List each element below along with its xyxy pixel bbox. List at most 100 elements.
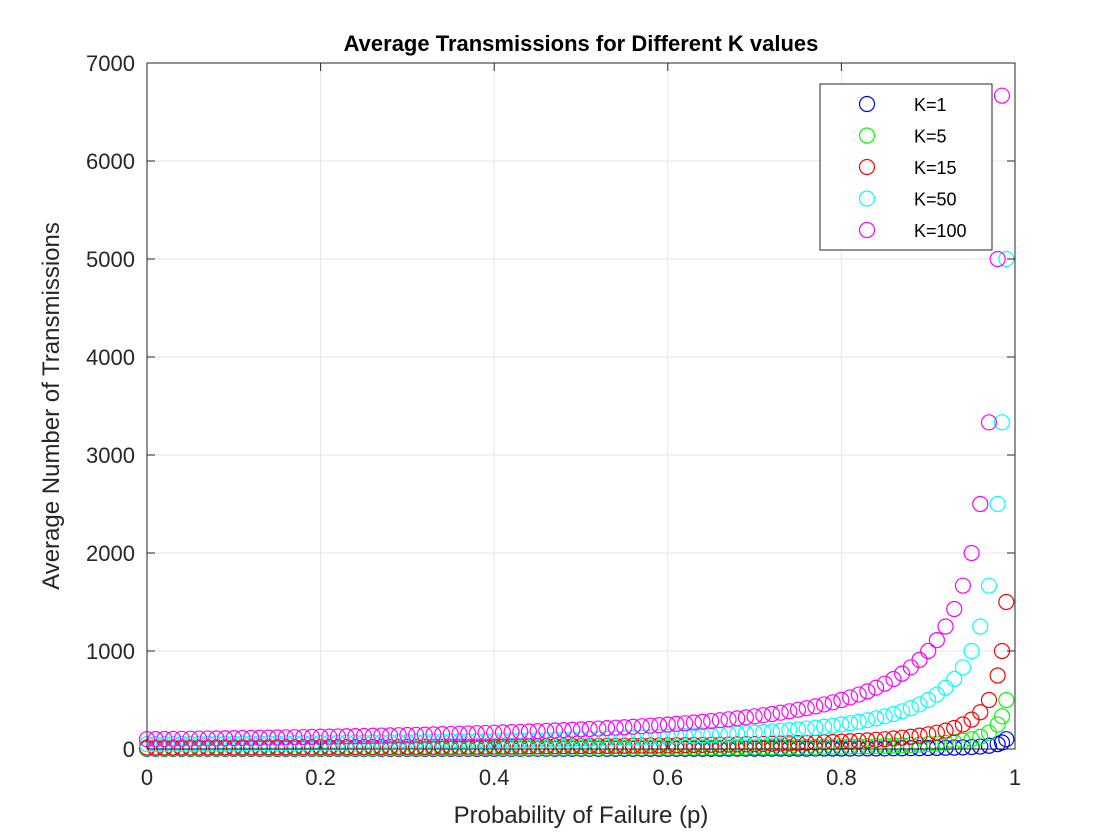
y-tick-label: 7000 bbox=[86, 51, 135, 76]
data-point bbox=[416, 738, 433, 755]
data-point bbox=[546, 722, 564, 739]
data-point bbox=[980, 414, 998, 431]
data-point bbox=[624, 718, 642, 735]
data-point bbox=[234, 739, 251, 756]
data-point bbox=[234, 729, 251, 747]
data-point bbox=[486, 724, 503, 741]
data-point bbox=[946, 719, 963, 737]
data-point bbox=[902, 740, 919, 757]
data-point bbox=[694, 727, 711, 744]
data-point bbox=[555, 722, 572, 739]
data-point bbox=[789, 735, 807, 752]
data-point bbox=[980, 577, 998, 594]
data-point bbox=[703, 712, 720, 730]
data-point bbox=[668, 728, 685, 745]
data-point bbox=[590, 720, 607, 737]
data-point bbox=[746, 708, 763, 725]
data-point bbox=[321, 734, 338, 751]
data-point bbox=[442, 725, 459, 743]
x-tick-label: 0.4 bbox=[479, 765, 510, 790]
data-point bbox=[164, 739, 182, 756]
data-point bbox=[954, 716, 972, 733]
data-point bbox=[824, 738, 841, 755]
data-point bbox=[269, 735, 286, 752]
data-point bbox=[303, 728, 321, 746]
data-point bbox=[546, 731, 564, 748]
data-point bbox=[442, 738, 459, 755]
data-point bbox=[763, 735, 781, 752]
data-point bbox=[946, 670, 963, 688]
data-point bbox=[590, 730, 607, 747]
data-point bbox=[980, 737, 998, 754]
data-point bbox=[616, 730, 633, 747]
data-point bbox=[295, 728, 312, 746]
data-point bbox=[859, 732, 876, 749]
data-point bbox=[355, 738, 373, 756]
data-point bbox=[329, 739, 347, 756]
data-point bbox=[911, 651, 928, 669]
data-point bbox=[954, 739, 972, 756]
data-point bbox=[694, 736, 711, 754]
data-point bbox=[668, 737, 685, 754]
data-point bbox=[208, 730, 225, 747]
x-tick-label: 0.6 bbox=[653, 765, 684, 790]
data-point bbox=[208, 739, 225, 756]
data-point bbox=[824, 717, 841, 734]
data-point bbox=[946, 739, 963, 756]
data-point bbox=[260, 729, 277, 746]
data-point bbox=[651, 737, 668, 754]
data-point bbox=[286, 729, 303, 746]
legend: K=1 K=5 K=15 K=50 K=100 bbox=[819, 83, 993, 251]
data-point bbox=[807, 698, 824, 715]
data-point bbox=[729, 710, 746, 727]
data-point bbox=[920, 735, 937, 753]
data-point bbox=[998, 691, 1015, 709]
data-point bbox=[390, 738, 407, 756]
data-point bbox=[954, 732, 972, 749]
data-point bbox=[147, 731, 164, 748]
data-point bbox=[434, 726, 451, 743]
data-point bbox=[850, 738, 867, 755]
data-point bbox=[373, 727, 390, 744]
legend-label: K=15 bbox=[914, 158, 957, 178]
data-point bbox=[894, 665, 911, 682]
data-point bbox=[633, 729, 650, 746]
data-point bbox=[859, 683, 876, 700]
data-point bbox=[347, 738, 364, 756]
x-axis-label: Probability of Failure (p) bbox=[454, 802, 709, 829]
data-point bbox=[598, 730, 616, 747]
data-point bbox=[763, 705, 781, 723]
data-point bbox=[928, 632, 945, 649]
data-point bbox=[503, 732, 520, 749]
data-point bbox=[859, 738, 876, 755]
data-point bbox=[911, 696, 928, 713]
data-point bbox=[920, 642, 937, 660]
data-point bbox=[503, 724, 520, 741]
data-point bbox=[920, 739, 937, 757]
data-point bbox=[555, 738, 572, 755]
data-point bbox=[581, 730, 598, 748]
data-point bbox=[269, 729, 286, 746]
data-point bbox=[993, 87, 1011, 104]
data-point bbox=[677, 715, 694, 732]
data-point bbox=[460, 738, 477, 755]
data-point bbox=[156, 730, 173, 748]
data-point bbox=[677, 728, 694, 745]
data-point bbox=[555, 731, 572, 748]
data-point bbox=[329, 734, 347, 751]
chart-title: Average Transmissions for Different K va… bbox=[344, 31, 819, 56]
data-point bbox=[772, 739, 789, 756]
data-point bbox=[338, 728, 355, 745]
data-point bbox=[269, 739, 286, 756]
data-point bbox=[564, 731, 581, 748]
data-point bbox=[407, 726, 425, 743]
data-point bbox=[451, 725, 468, 742]
data-point bbox=[651, 728, 668, 746]
data-point bbox=[998, 731, 1015, 748]
data-point bbox=[920, 691, 937, 709]
data-point bbox=[841, 738, 859, 755]
data-point bbox=[295, 739, 312, 756]
data-point bbox=[798, 720, 815, 737]
data-point bbox=[807, 719, 824, 736]
data-point bbox=[425, 726, 442, 743]
